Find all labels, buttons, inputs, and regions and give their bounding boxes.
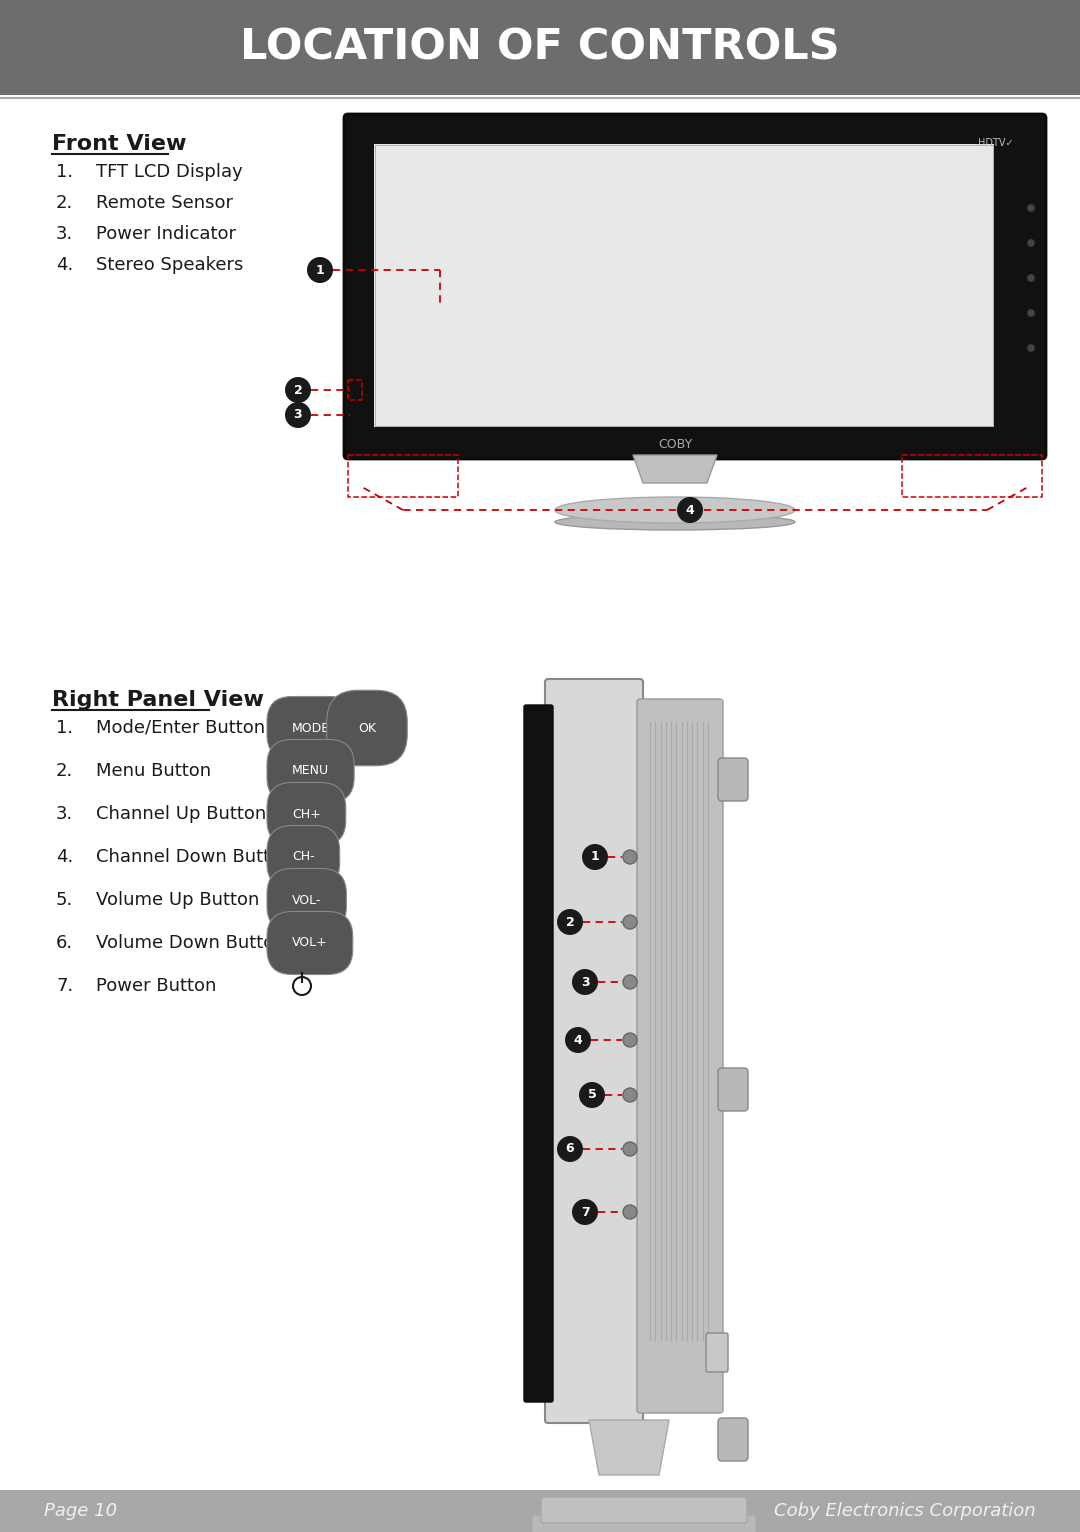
FancyBboxPatch shape <box>0 1491 1080 1532</box>
FancyBboxPatch shape <box>524 705 553 1402</box>
Circle shape <box>1027 204 1035 211</box>
Text: 2: 2 <box>566 916 575 928</box>
Text: Menu Button: Menu Button <box>96 761 211 780</box>
Circle shape <box>307 257 333 283</box>
Circle shape <box>557 908 583 935</box>
Text: 1.: 1. <box>56 719 73 737</box>
Text: HDTV✓: HDTV✓ <box>978 138 1014 149</box>
Text: 3: 3 <box>294 409 302 421</box>
Text: Power Button: Power Button <box>96 977 216 994</box>
Circle shape <box>623 1141 637 1157</box>
FancyBboxPatch shape <box>0 0 1080 95</box>
FancyBboxPatch shape <box>545 679 643 1423</box>
Circle shape <box>572 970 598 994</box>
Text: 1: 1 <box>315 264 324 276</box>
Text: Stereo Speakers: Stereo Speakers <box>96 256 243 274</box>
Circle shape <box>623 1088 637 1102</box>
FancyBboxPatch shape <box>706 1333 728 1373</box>
Text: Power Indicator: Power Indicator <box>96 225 237 244</box>
Text: VOL-: VOL- <box>292 893 322 907</box>
Text: LOCATION OF CONTROLS: LOCATION OF CONTROLS <box>240 26 840 67</box>
Text: MODE: MODE <box>292 722 330 734</box>
FancyBboxPatch shape <box>532 1515 756 1532</box>
Circle shape <box>565 1026 591 1052</box>
Circle shape <box>579 1082 605 1108</box>
Text: 1.: 1. <box>56 162 73 181</box>
Text: 3.: 3. <box>56 804 73 823</box>
Text: MENU: MENU <box>292 764 329 778</box>
Circle shape <box>285 401 311 427</box>
Circle shape <box>623 915 637 928</box>
Text: 1: 1 <box>591 850 599 864</box>
Circle shape <box>677 496 703 522</box>
Text: 2.: 2. <box>56 761 73 780</box>
Circle shape <box>623 850 637 864</box>
Text: CH+: CH+ <box>292 807 321 821</box>
FancyBboxPatch shape <box>637 699 723 1413</box>
Text: 7.: 7. <box>56 977 73 994</box>
Text: Channel Up Button: Channel Up Button <box>96 804 267 823</box>
Text: 2: 2 <box>294 383 302 397</box>
Circle shape <box>1027 274 1035 282</box>
Circle shape <box>582 844 608 870</box>
Text: Volume Up Button: Volume Up Button <box>96 892 259 908</box>
Circle shape <box>1027 345 1035 352</box>
Text: TFT LCD Display: TFT LCD Display <box>96 162 243 181</box>
Circle shape <box>623 974 637 990</box>
Circle shape <box>623 1206 637 1219</box>
Text: 4: 4 <box>573 1034 582 1046</box>
FancyBboxPatch shape <box>374 144 994 427</box>
Text: Coby Electronics Corporation: Coby Electronics Corporation <box>774 1501 1036 1520</box>
Circle shape <box>1027 239 1035 247</box>
Text: 3.: 3. <box>56 225 73 244</box>
Text: Mode/Enter Button: Mode/Enter Button <box>96 719 265 737</box>
Text: 3: 3 <box>581 976 590 988</box>
Text: Volume Down Button: Volume Down Button <box>96 935 285 951</box>
Text: 5.: 5. <box>56 892 73 908</box>
Polygon shape <box>589 1420 669 1475</box>
Text: 5: 5 <box>588 1089 596 1102</box>
Text: Remote Sensor: Remote Sensor <box>96 195 233 211</box>
Ellipse shape <box>555 515 795 530</box>
Text: 6.: 6. <box>56 935 73 951</box>
Circle shape <box>623 1033 637 1046</box>
Text: Page 10: Page 10 <box>44 1501 117 1520</box>
Text: 2.: 2. <box>56 195 73 211</box>
Text: Right Panel View: Right Panel View <box>52 689 264 709</box>
Text: Channel Down Button: Channel Down Button <box>96 849 293 866</box>
Text: COBY: COBY <box>658 438 692 452</box>
Circle shape <box>572 1200 598 1226</box>
Text: 6: 6 <box>566 1143 575 1155</box>
Text: 4: 4 <box>686 504 694 516</box>
FancyBboxPatch shape <box>718 1419 748 1462</box>
Text: CH-: CH- <box>292 850 314 864</box>
Circle shape <box>557 1137 583 1161</box>
Text: 4.: 4. <box>56 256 73 274</box>
Text: 4.: 4. <box>56 849 73 866</box>
Text: 7: 7 <box>581 1206 590 1218</box>
Polygon shape <box>633 455 717 483</box>
Circle shape <box>1027 309 1035 317</box>
Text: VOL+: VOL+ <box>292 936 327 950</box>
Text: Front View: Front View <box>52 133 187 155</box>
FancyBboxPatch shape <box>718 1068 748 1111</box>
FancyBboxPatch shape <box>345 113 1047 460</box>
Ellipse shape <box>555 496 795 522</box>
Circle shape <box>285 377 311 403</box>
Text: /: / <box>345 719 350 737</box>
FancyBboxPatch shape <box>541 1497 747 1523</box>
Text: OK: OK <box>357 722 376 734</box>
FancyBboxPatch shape <box>718 758 748 801</box>
